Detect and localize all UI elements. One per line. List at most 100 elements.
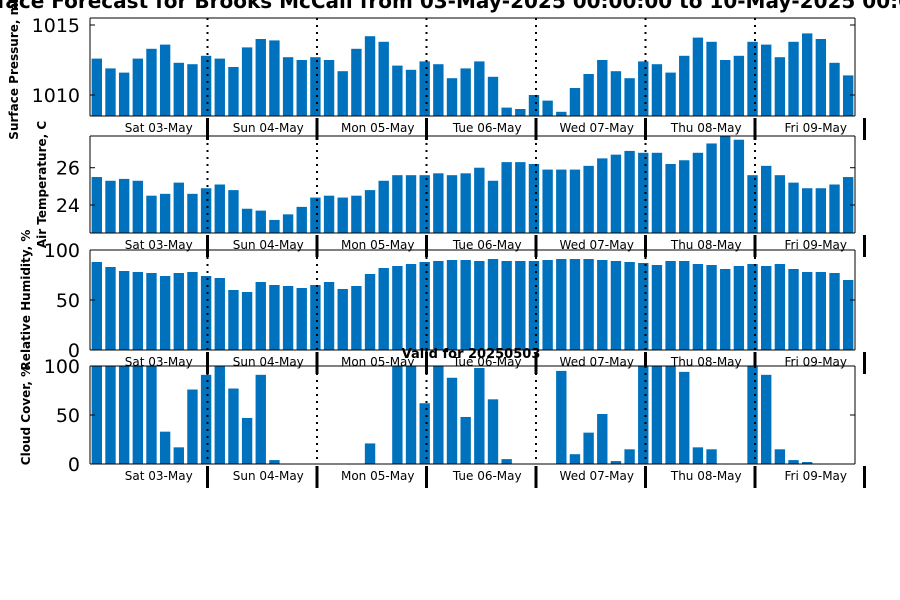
y-tick-label: 50 [56,405,80,427]
day-label: Mon 05-May [341,469,415,483]
bar [159,44,171,116]
bar [392,65,403,116]
bar [761,165,772,233]
bar [364,443,376,464]
bar [105,267,116,350]
bar [214,184,225,233]
bar [761,374,772,464]
bar [132,180,143,233]
bar [310,57,321,116]
bar [665,261,676,350]
bar [747,264,758,350]
bar [460,173,471,233]
bar [610,261,622,350]
day-label: Wed 07-May [560,355,634,369]
bar [556,259,567,350]
bar [638,366,649,464]
bar [310,285,321,350]
bar [638,61,649,116]
bar [337,197,348,233]
day-label: Thu 08-May [670,121,742,135]
bar [610,461,622,464]
bar [651,152,663,233]
bar [583,432,594,464]
bar [487,76,499,116]
bar [200,55,212,116]
bar [802,188,813,233]
bar [460,68,471,116]
bar [323,195,335,233]
bar [241,292,253,350]
bar [433,173,444,233]
bar [761,44,772,116]
day-label: Thu 08-May [670,469,742,483]
y-tick-label: 24 [56,195,80,217]
bar [132,366,143,464]
bar [323,60,335,116]
bar [392,175,403,233]
bar [159,193,171,233]
day-label: Wed 07-May [560,469,634,483]
bar [460,260,471,350]
day-label: Mon 05-May [341,238,415,252]
bar [679,160,690,233]
bar [241,208,253,233]
day-label: Sat 03-May [125,238,193,252]
bar [364,190,376,233]
bar [774,264,786,350]
bar [323,282,335,350]
bar [296,288,307,350]
bar [200,374,212,464]
bar [528,261,540,350]
bar [842,177,854,233]
bar [200,188,212,233]
day-label: Fri 09-May [784,121,847,135]
bar [720,269,731,350]
bar [269,460,280,464]
bar [692,447,704,464]
bar [542,169,553,233]
bar [651,265,663,350]
bar [706,41,717,116]
bar [228,388,239,464]
y-tick-label: 1010 [32,85,80,107]
bar [214,58,225,116]
valid-date-label: Valid for 20250503 [402,347,541,362]
bar [815,188,827,233]
bar [255,210,266,233]
bar [802,272,813,350]
bar [720,60,731,116]
y-axis-label: Air Temperature, C [35,121,49,249]
bar [528,163,540,233]
y-tick-label: 0 [68,340,80,362]
bar [569,88,581,116]
bar [583,165,594,233]
bar [515,162,526,233]
bar [597,414,608,464]
bar [282,57,294,116]
y-tick-label: 1015 [32,15,80,37]
bar [679,261,690,350]
bar [542,260,553,350]
bar [624,262,635,350]
bar [433,366,444,464]
bar [364,274,376,350]
day-label: Tue 06-May [452,469,522,483]
y-axis-label: Cloud Cover, % [19,365,33,465]
bar [610,71,622,116]
bar [159,276,171,350]
bar [706,449,717,464]
bar [173,273,184,350]
panel-3: 0 50 100 Relative Humidity, % Sat 03-May Sun … [19,230,866,374]
bar [474,367,485,464]
bar [187,64,198,116]
bar [474,167,485,233]
bar [720,136,731,233]
bar [706,143,717,233]
bar [692,264,704,350]
bar [829,273,840,350]
bar [378,41,389,116]
bar [446,78,458,116]
bar [569,259,581,350]
bar [501,459,512,464]
